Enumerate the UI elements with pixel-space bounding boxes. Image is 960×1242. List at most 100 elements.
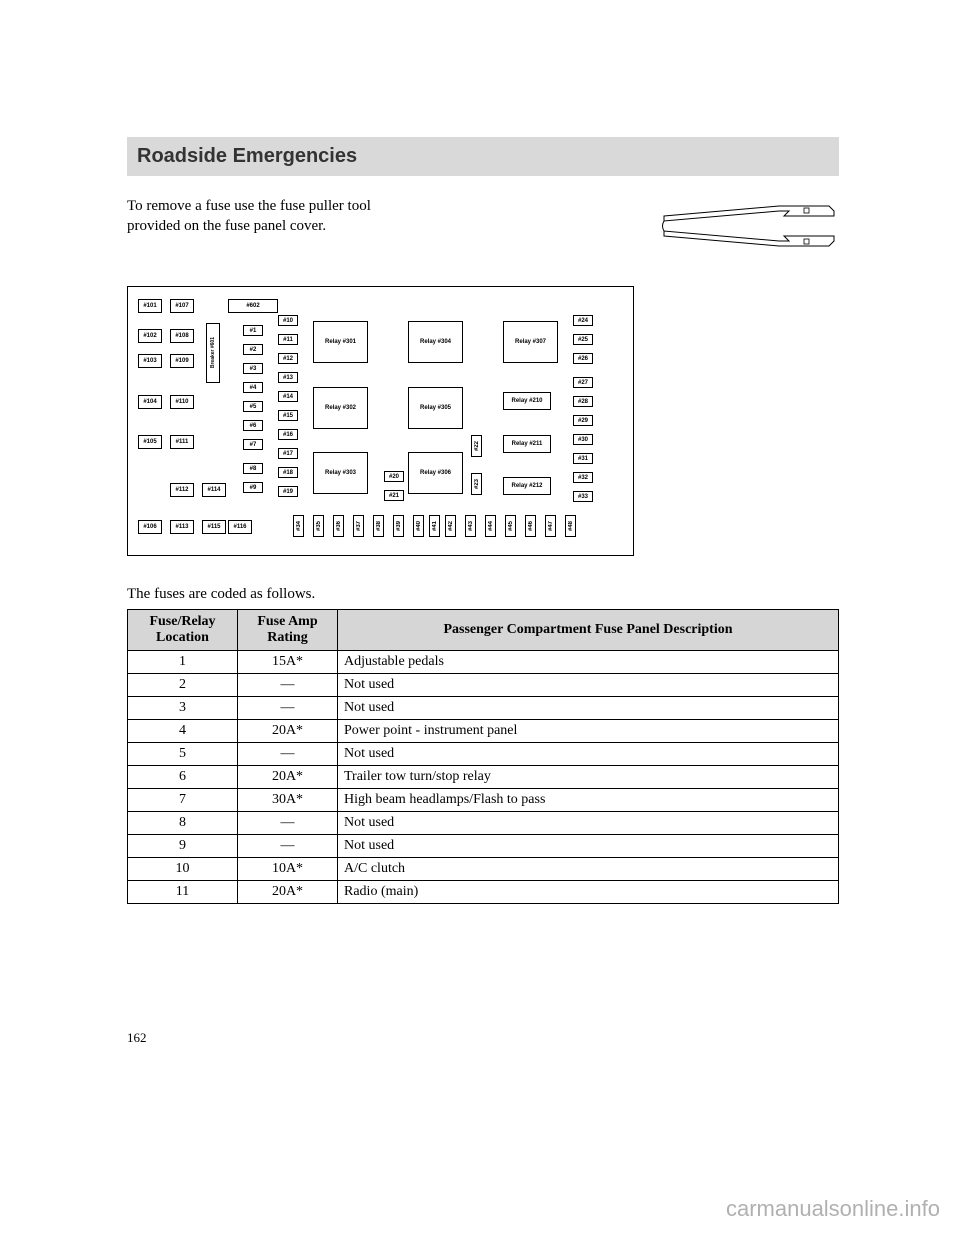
fuse-24: #24 bbox=[573, 315, 593, 326]
relay-210: Relay #210 bbox=[503, 392, 551, 410]
fuse-22: #22 bbox=[471, 435, 482, 457]
fuse-puller-icon bbox=[659, 196, 839, 256]
table-cell: Not used bbox=[338, 697, 839, 720]
intro-text: To remove a fuse use the fuse puller too… bbox=[127, 196, 427, 256]
fuse-12: #12 bbox=[278, 353, 298, 364]
col-location: Fuse/Relay Location bbox=[128, 610, 238, 651]
fuse-32: #32 bbox=[573, 472, 593, 483]
table-row: 1120A*Radio (main) bbox=[128, 881, 839, 904]
table-cell: 20A* bbox=[238, 766, 338, 789]
fuse-44: #44 bbox=[485, 515, 496, 537]
relay-305: Relay #305 bbox=[408, 387, 463, 429]
fuse-25: #25 bbox=[573, 334, 593, 345]
fuse-27: #27 bbox=[573, 377, 593, 388]
fuse-13: #13 bbox=[278, 372, 298, 383]
fuse-101: #101 bbox=[138, 299, 162, 313]
table-cell: 1 bbox=[128, 651, 238, 674]
table-cell: Trailer tow turn/stop relay bbox=[338, 766, 839, 789]
fuse-34: #34 bbox=[293, 515, 304, 537]
relay-307: Relay #307 bbox=[503, 321, 558, 363]
fuse-43: #43 bbox=[465, 515, 476, 537]
table-caption: The fuses are coded as follows. bbox=[127, 586, 839, 603]
table-cell: 7 bbox=[128, 789, 238, 812]
fuse-29: #29 bbox=[573, 415, 593, 426]
table-cell: 8 bbox=[128, 812, 238, 835]
table-cell: — bbox=[238, 835, 338, 858]
fuse-14: #14 bbox=[278, 391, 298, 402]
breaker-601: Breaker #601 bbox=[206, 323, 220, 383]
table-row: 115A*Adjustable pedals bbox=[128, 651, 839, 674]
fuse-106: #106 bbox=[138, 520, 162, 534]
table-row: 9—Not used bbox=[128, 835, 839, 858]
fuse-107: #107 bbox=[170, 299, 194, 313]
fuse-113: #113 bbox=[170, 520, 194, 534]
relay-306: Relay #306 bbox=[408, 452, 463, 494]
fuse-38: #38 bbox=[373, 515, 384, 537]
table-row: 620A*Trailer tow turn/stop relay bbox=[128, 766, 839, 789]
fuse-46: #46 bbox=[525, 515, 536, 537]
relay-301: Relay #301 bbox=[313, 321, 368, 363]
table-cell: 10A* bbox=[238, 858, 338, 881]
table-row: 1010A*A/C clutch bbox=[128, 858, 839, 881]
fuse-115: #115 bbox=[202, 520, 226, 534]
table-cell: 15A* bbox=[238, 651, 338, 674]
table-row: 3—Not used bbox=[128, 697, 839, 720]
fuse-28: #28 bbox=[573, 396, 593, 407]
page-content: Roadside Emergencies To remove a fuse us… bbox=[127, 137, 839, 904]
table-cell: 11 bbox=[128, 881, 238, 904]
fuse-109: #109 bbox=[170, 354, 194, 368]
fuse-35: #35 bbox=[313, 515, 324, 537]
table-cell: Not used bbox=[338, 743, 839, 766]
fuse-16: #16 bbox=[278, 429, 298, 440]
relay-211: Relay #211 bbox=[503, 435, 551, 453]
fuse-103: #103 bbox=[138, 354, 162, 368]
fuse-114: #114 bbox=[202, 483, 226, 497]
fuse-108: #108 bbox=[170, 329, 194, 343]
relay-212: Relay #212 bbox=[503, 477, 551, 495]
fuse-4: #4 bbox=[243, 382, 263, 393]
fuse-9: #9 bbox=[243, 482, 263, 493]
fuse-39: #39 bbox=[393, 515, 404, 537]
fuse-17: #17 bbox=[278, 448, 298, 459]
fuse-36: #36 bbox=[333, 515, 344, 537]
fuse-111: #111 bbox=[170, 435, 194, 449]
fuse-110: #110 bbox=[170, 395, 194, 409]
fuse-48: #48 bbox=[565, 515, 576, 537]
fuse-6: #6 bbox=[243, 420, 263, 431]
table-cell: Not used bbox=[338, 674, 839, 697]
section-title: Roadside Emergencies bbox=[137, 145, 829, 168]
fuse-11: #11 bbox=[278, 334, 298, 345]
fuse-18: #18 bbox=[278, 467, 298, 478]
fuse-104: #104 bbox=[138, 395, 162, 409]
fuse-20: #20 bbox=[384, 471, 404, 482]
table-cell: A/C clutch bbox=[338, 858, 839, 881]
table-cell: Power point - instrument panel bbox=[338, 720, 839, 743]
fuse-3: #3 bbox=[243, 363, 263, 374]
table-cell: Not used bbox=[338, 812, 839, 835]
table-cell: 10 bbox=[128, 858, 238, 881]
table-row: 2—Not used bbox=[128, 674, 839, 697]
fuse-19: #19 bbox=[278, 486, 298, 497]
relay-302: Relay #302 bbox=[313, 387, 368, 429]
table-cell: High beam headlamps/Flash to pass bbox=[338, 789, 839, 812]
fuse-42: #42 bbox=[445, 515, 456, 537]
fuse-112: #112 bbox=[170, 483, 194, 497]
table-cell: — bbox=[238, 697, 338, 720]
table-cell: — bbox=[238, 812, 338, 835]
fuse-2: #2 bbox=[243, 344, 263, 355]
fuse-10: #10 bbox=[278, 315, 298, 326]
fuse-602: #602 bbox=[228, 299, 278, 313]
fuse-26: #26 bbox=[573, 353, 593, 364]
table-cell: 4 bbox=[128, 720, 238, 743]
table-cell: 2 bbox=[128, 674, 238, 697]
fuse-41: #41 bbox=[429, 515, 440, 537]
header-bar: Roadside Emergencies bbox=[127, 137, 839, 176]
fuse-7: #7 bbox=[243, 439, 263, 450]
table-cell: 5 bbox=[128, 743, 238, 766]
fuse-8: #8 bbox=[243, 463, 263, 474]
fuse-1: #1 bbox=[243, 325, 263, 336]
table-cell: — bbox=[238, 743, 338, 766]
table-cell: 30A* bbox=[238, 789, 338, 812]
table-cell: 20A* bbox=[238, 720, 338, 743]
fuse-40: #40 bbox=[413, 515, 424, 537]
